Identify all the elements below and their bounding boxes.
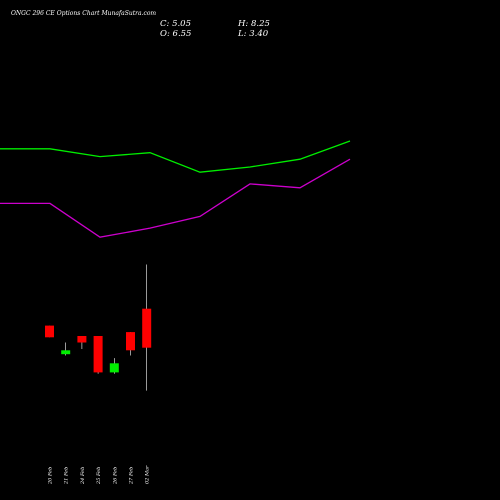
close-value: C: 5.05 — [160, 19, 191, 29]
candle-body — [109, 363, 119, 373]
date-label: 24 Feb — [80, 467, 86, 485]
high-value: H: 8.25 — [238, 19, 270, 29]
candle-body — [142, 308, 152, 348]
candle-body — [45, 325, 54, 338]
overlay-line-2 — [0, 158, 351, 238]
open-value: O: 6.55 — [160, 29, 192, 39]
date-label: 02 Mar — [145, 465, 151, 484]
candle-body — [61, 350, 71, 355]
candle-body — [126, 332, 135, 351]
candle-body — [77, 336, 87, 343]
date-label: 27 Feb — [129, 467, 135, 485]
date-label: 25 Feb — [96, 467, 102, 485]
low-value: L: 3.40 — [238, 29, 269, 39]
date-label: 20 Feb — [48, 467, 54, 485]
date-label: 21 Feb — [64, 467, 70, 485]
date-label: 26 Feb — [112, 467, 118, 485]
candle-body — [93, 336, 103, 373]
chart-title: ONGC 296 CE Options Chart MunafaSutra.co… — [11, 10, 157, 17]
overlay-line-1 — [0, 140, 351, 173]
